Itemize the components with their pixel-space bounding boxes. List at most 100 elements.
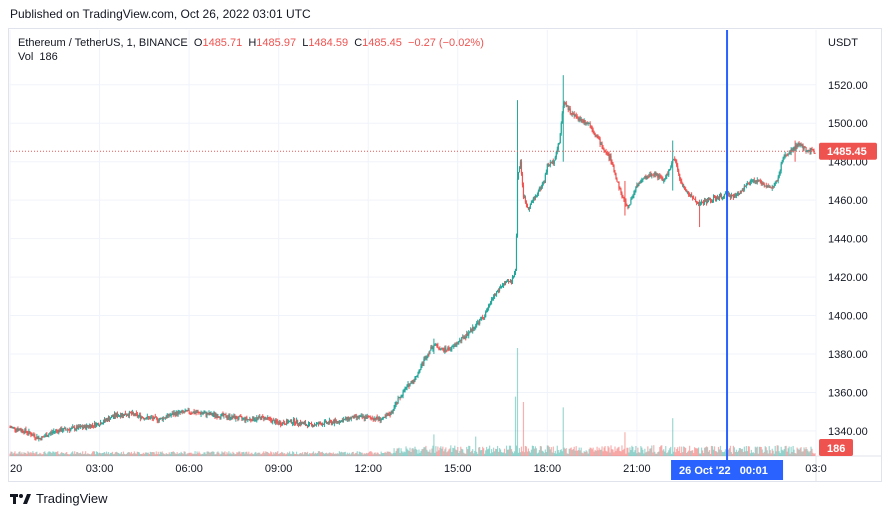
candle-body: [441, 348, 443, 350]
candle-body: [497, 290, 500, 292]
candle-body: [252, 416, 254, 422]
candle-body: [601, 143, 603, 148]
candle-body: [618, 182, 620, 189]
volume-bar: [128, 452, 131, 456]
candle-body: [78, 425, 80, 429]
candle-body: [83, 427, 85, 429]
candle-body: [764, 185, 766, 187]
volume-bar: [651, 445, 653, 456]
volume-bar: [34, 453, 36, 456]
tradingview-logo[interactable]: TradingView: [10, 491, 108, 506]
volume-bar: [706, 447, 709, 456]
volume-bar: [399, 453, 401, 456]
volume-bar: [283, 453, 285, 456]
candle-body: [172, 413, 174, 415]
volume-bar: [544, 449, 546, 456]
volume-bar: [571, 449, 573, 456]
volume-bar: [622, 450, 624, 456]
volume-bar: [168, 452, 170, 456]
volume-bar: [298, 453, 301, 456]
candle-body: [204, 412, 206, 414]
candle-body: [635, 187, 637, 191]
candle-body: [175, 411, 177, 416]
candle-body: [312, 425, 315, 427]
volume-bar: [198, 451, 200, 456]
volume-bar: [268, 453, 270, 456]
candle-body: [374, 418, 376, 420]
volume-bar: [299, 452, 302, 456]
candle-body: [298, 422, 301, 425]
candle-body: [767, 185, 769, 188]
candle-body: [589, 122, 591, 126]
candle-body: [479, 319, 481, 325]
candle-body: [49, 433, 51, 435]
candle-body: [638, 182, 640, 186]
candle-body: [470, 328, 472, 333]
candle-body: [642, 178, 644, 180]
volume-bar: [9, 453, 11, 456]
volume-bar: [318, 451, 321, 456]
volume-bar: [463, 452, 465, 456]
volume-bar: [12, 453, 14, 456]
candle-body: [498, 288, 501, 291]
candle-body: [660, 176, 662, 178]
candle-body: [19, 429, 21, 431]
volume-bar: [18, 451, 20, 456]
volume-bar: [123, 453, 126, 456]
candle-body: [394, 404, 396, 408]
volume-bar: [747, 446, 749, 456]
candle-body: [602, 147, 604, 149]
candle-body: [702, 202, 705, 204]
volume-bar: [177, 453, 179, 456]
candle-body: [577, 118, 579, 121]
volume-bar: [490, 453, 492, 456]
volume-bar: [567, 453, 569, 456]
volume-bar: [493, 447, 495, 456]
volume-bar: [501, 452, 504, 456]
candle-body: [344, 418, 346, 420]
volume-bar: [194, 451, 196, 456]
volume-bar: [140, 453, 142, 456]
candle-body: [273, 419, 275, 421]
candle-body: [528, 207, 531, 210]
volume-bar: [733, 447, 736, 456]
volume-bar: [774, 445, 776, 456]
candle-body: [679, 174, 681, 180]
candle-body: [597, 136, 599, 138]
candle-body: [221, 413, 223, 415]
volume-bar: [808, 452, 810, 456]
candle-body: [435, 343, 437, 345]
volume-bar: [391, 454, 393, 456]
candle-body: [695, 201, 698, 203]
volume-bar: [639, 452, 641, 456]
volume-bar: [770, 453, 772, 456]
volume-bar: [481, 450, 483, 456]
volume-bar: [216, 452, 218, 456]
candle-body: [478, 322, 480, 325]
volume-bar: [31, 453, 33, 456]
volume-bar: [179, 453, 181, 456]
candle-body: [411, 381, 413, 384]
y-tick-label: 1400.00: [828, 311, 868, 323]
volume-bar: [25, 452, 27, 456]
candle-body: [717, 198, 720, 200]
symbol-name[interactable]: Ethereum / TetherUS, 1, BINANCE: [18, 37, 188, 49]
volume-bar: [469, 445, 471, 456]
candle-body: [476, 323, 478, 326]
candle-body: [563, 102, 565, 106]
volume-bar: [313, 453, 316, 456]
volume-bar: [668, 450, 670, 456]
volume-bar: [447, 451, 449, 456]
candle-body: [572, 113, 574, 115]
candle-body: [452, 346, 454, 348]
candle-body: [401, 395, 403, 397]
volume-bar: [489, 445, 491, 456]
volume-bar: [223, 452, 225, 456]
volume-bar: [262, 452, 264, 456]
candle-body: [428, 353, 430, 355]
volume-bar: [535, 448, 537, 456]
candle-body: [183, 411, 185, 413]
volume-bar: [373, 452, 375, 456]
volume-bar: [519, 452, 522, 456]
